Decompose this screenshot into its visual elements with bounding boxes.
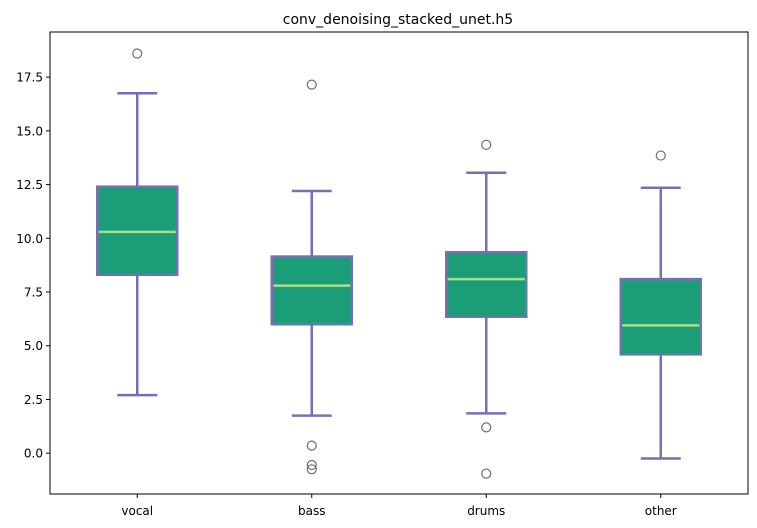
outlier-point-drums-1 bbox=[481, 422, 492, 433]
outlier-point-bass-0 bbox=[306, 79, 317, 90]
y-tick-label-1: 2.5 bbox=[24, 393, 43, 407]
y-tick-label-2: 5.0 bbox=[24, 339, 43, 353]
box-group-other bbox=[619, 150, 702, 460]
chart-title: conv_denoising_stacked_unet.h5 bbox=[283, 12, 513, 28]
outlier-point-drums-0 bbox=[481, 139, 492, 150]
box-bass bbox=[270, 255, 353, 326]
x-tick-label-drums: drums bbox=[467, 504, 505, 518]
box-other bbox=[619, 277, 702, 356]
x-tick-label-bass: bass bbox=[298, 504, 325, 518]
box-group-drums bbox=[445, 139, 528, 479]
box-group-vocal bbox=[96, 48, 179, 397]
box-group-bass bbox=[270, 79, 353, 475]
outlier-point-vocal-0 bbox=[132, 48, 143, 59]
y-tick-label-4: 10.0 bbox=[16, 232, 43, 246]
box-drums bbox=[445, 251, 528, 318]
x-tick-label-other: other bbox=[645, 504, 677, 518]
x-tick-label-vocal: vocal bbox=[121, 504, 153, 518]
outlier-point-bass-3 bbox=[306, 464, 317, 475]
outlier-point-drums-2 bbox=[481, 468, 492, 479]
outlier-point-other-0 bbox=[655, 150, 666, 161]
y-tick-label-0: 0.0 bbox=[24, 447, 43, 461]
outlier-point-bass-2 bbox=[306, 459, 317, 471]
x-axis: vocal bass drums other bbox=[121, 494, 677, 518]
y-tick-label-3: 7.5 bbox=[24, 286, 43, 300]
plot-area bbox=[96, 48, 702, 479]
axes-frame bbox=[49, 31, 749, 495]
y-tick-label-5: 12.5 bbox=[16, 178, 43, 192]
outlier-point-bass-1 bbox=[306, 440, 317, 451]
y-tick-label-7: 17.5 bbox=[16, 71, 43, 85]
y-tick-label-6: 15.0 bbox=[16, 124, 43, 138]
y-axis: 0.0 2.5 5.0 7.5 10.0 12.5 15.0 17.5 bbox=[16, 71, 50, 461]
